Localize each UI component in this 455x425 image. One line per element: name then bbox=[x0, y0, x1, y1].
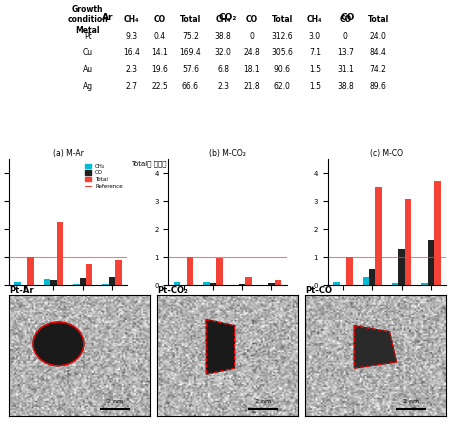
Text: Unit: μmol/g·h: Unit: μmol/g·h bbox=[14, 160, 63, 166]
Bar bbox=[174, 282, 180, 285]
Text: Pt-Ar: Pt-Ar bbox=[9, 286, 34, 295]
Text: 2 nm: 2 nm bbox=[403, 400, 419, 405]
Bar bbox=[86, 264, 92, 285]
Bar bbox=[268, 283, 275, 285]
Bar bbox=[428, 240, 434, 285]
Text: CO: CO bbox=[340, 13, 355, 22]
Bar bbox=[44, 279, 50, 285]
Bar bbox=[80, 278, 86, 285]
Bar bbox=[203, 282, 210, 285]
Bar bbox=[421, 283, 428, 285]
Bar bbox=[187, 257, 193, 285]
Bar bbox=[245, 277, 252, 285]
X-axis label: Metal: Metal bbox=[218, 302, 237, 308]
Bar bbox=[405, 198, 411, 285]
Bar bbox=[233, 284, 239, 285]
Bar bbox=[102, 284, 109, 285]
Text: Total은 반응에 참여한 전자의 수를 의미함.: Total은 반응에 참여한 전자의 수를 의미함. bbox=[131, 160, 225, 167]
Bar bbox=[27, 257, 34, 285]
Bar bbox=[57, 222, 63, 285]
Bar bbox=[15, 282, 21, 285]
Legend: CH₄, CO, Total, Reference: CH₄, CO, Total, Reference bbox=[83, 162, 124, 190]
Polygon shape bbox=[207, 320, 234, 374]
Bar bbox=[363, 277, 369, 285]
Bar bbox=[239, 283, 245, 285]
Bar bbox=[434, 181, 440, 285]
Bar bbox=[115, 261, 122, 285]
Bar bbox=[216, 258, 222, 285]
Bar bbox=[50, 280, 57, 285]
Bar bbox=[346, 257, 353, 285]
Bar bbox=[73, 284, 80, 285]
Bar bbox=[375, 187, 382, 285]
Text: Pt-CO: Pt-CO bbox=[305, 286, 332, 295]
Title: (c) M-CO: (c) M-CO bbox=[370, 150, 404, 159]
Bar bbox=[392, 283, 398, 285]
Text: 2 nm: 2 nm bbox=[107, 400, 123, 405]
Bar bbox=[109, 277, 115, 285]
Text: 2 nm: 2 nm bbox=[255, 400, 271, 405]
Title: (a) M-Ar: (a) M-Ar bbox=[53, 150, 84, 159]
Bar bbox=[275, 280, 281, 285]
Text: Ar: Ar bbox=[101, 13, 113, 22]
Bar bbox=[369, 269, 375, 285]
Bar bbox=[398, 249, 405, 285]
Title: (b) M-CO₂: (b) M-CO₂ bbox=[209, 150, 246, 159]
Polygon shape bbox=[354, 326, 397, 368]
Text: CO₂: CO₂ bbox=[218, 13, 237, 22]
X-axis label: Metal: Metal bbox=[377, 302, 396, 308]
Bar bbox=[210, 283, 216, 285]
Bar bbox=[333, 282, 340, 285]
Circle shape bbox=[33, 322, 84, 366]
X-axis label: Metal: Metal bbox=[59, 302, 78, 308]
Text: Pt-CO₂: Pt-CO₂ bbox=[157, 286, 188, 295]
